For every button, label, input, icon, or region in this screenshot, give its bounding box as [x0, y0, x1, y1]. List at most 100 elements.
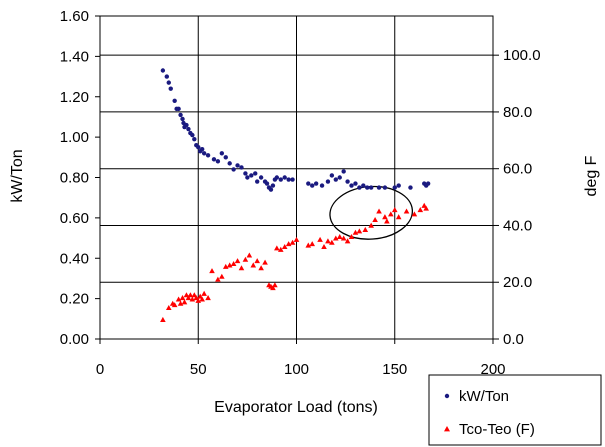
data-point-kw-ton [245, 175, 250, 180]
data-point-tco-teo [258, 265, 264, 271]
data-point-tco-teo [384, 218, 390, 224]
series-markers [160, 68, 431, 322]
highlight-ellipse [329, 185, 414, 240]
data-point-tco-teo [333, 235, 339, 241]
data-point-kw-ton [239, 165, 244, 170]
legend-marker-circle [444, 393, 450, 399]
data-point-kw-ton [268, 187, 274, 192]
data-point-kw-ton [190, 132, 195, 138]
y-tick-label: 0.80 [60, 170, 89, 187]
data-point-kw-ton [205, 153, 211, 158]
data-point-tco-teo [193, 295, 200, 301]
x-tick-label: 50 [190, 361, 207, 378]
legend-box [428, 374, 602, 446]
y2-tick-label: 20.0 [503, 274, 532, 291]
data-point-kw-ton [180, 116, 185, 122]
data-point-kw-ton [199, 147, 205, 152]
data-point-kw-ton [365, 185, 370, 190]
series-0 [160, 68, 431, 192]
y-tick-label: 1.60 [60, 8, 89, 25]
y2-tick-label: 0.0 [503, 331, 524, 348]
legend: kW/Ton Tco-Teo (F) [428, 374, 602, 446]
data-point-tco-teo [197, 293, 204, 299]
data-point-tco-teo [277, 246, 284, 252]
data-point-tco-teo [254, 258, 260, 264]
y-tick-label: 0.40 [60, 250, 89, 267]
data-point-tco-teo [262, 259, 268, 265]
data-point-tco-teo [209, 268, 215, 274]
data-point-kw-ton [290, 177, 295, 182]
data-point-kw-ton [176, 106, 181, 112]
data-point-kw-ton [319, 183, 325, 188]
legend-label-tco-teo: Tco-Teo (F) [459, 421, 535, 438]
data-point-tco-teo [201, 290, 207, 296]
data-point-kw-ton [231, 167, 236, 172]
data-point-kw-ton [264, 181, 270, 186]
data-point-kw-ton [325, 179, 331, 184]
annotations [329, 185, 414, 240]
data-point-kw-ton [160, 68, 166, 73]
data-point-tco-teo [309, 241, 316, 247]
data-point-tco-teo [185, 295, 192, 301]
data-point-kw-ton [166, 80, 171, 85]
data-point-tco-teo [238, 265, 245, 271]
data-point-tco-teo [222, 263, 229, 269]
data-point-tco-teo [421, 202, 428, 208]
data-point-kw-ton [186, 126, 191, 132]
data-point-tco-teo [417, 207, 424, 213]
data-point-tco-teo [317, 236, 323, 242]
data-point-kw-ton [168, 86, 173, 91]
data-point-tco-teo [376, 208, 382, 214]
data-point-kw-ton [215, 159, 221, 164]
data-point-tco-teo [293, 236, 300, 242]
data-point-tco-teo [285, 241, 292, 247]
data-point-tco-teo [171, 302, 178, 308]
data-point-tco-teo [336, 234, 343, 240]
series-1 [160, 202, 429, 322]
y-axis-title: kW/Ton [9, 149, 26, 202]
data-point-tco-teo [219, 273, 225, 279]
data-point-tco-teo [191, 292, 198, 298]
legend-marker-tco-teo [444, 426, 450, 432]
data-point-tco-teo [205, 295, 211, 301]
y-tick-label: 0.00 [60, 331, 89, 348]
data-point-kw-ton [349, 183, 354, 188]
data-point-tco-teo [199, 296, 205, 302]
data-point-tco-teo [305, 242, 312, 248]
data-point-tco-teo [348, 234, 355, 240]
data-point-kw-ton [310, 183, 315, 188]
data-point-tco-teo [281, 243, 288, 249]
data-point-kw-ton [392, 185, 397, 190]
data-point-kw-ton [357, 185, 362, 190]
data-point-kw-ton [243, 171, 248, 176]
data-point-kw-ton [286, 177, 291, 182]
data-point-tco-teo [270, 285, 276, 291]
data-point-kw-ton [270, 183, 276, 188]
data-point-kw-ton [196, 145, 201, 150]
data-point-kw-ton [219, 151, 225, 156]
data-point-tco-teo [187, 292, 194, 298]
data-point-kw-ton [329, 173, 335, 178]
data-point-kw-ton [353, 181, 358, 186]
data-point-kw-ton [227, 161, 232, 166]
data-point-kw-ton [368, 185, 374, 190]
data-point-tco-teo [362, 226, 369, 232]
y-tick-label: 1.40 [60, 48, 89, 65]
data-point-kw-ton [345, 179, 350, 184]
data-point-tco-teo [329, 239, 335, 245]
x-tick-label: 200 [480, 361, 505, 378]
data-point-tco-teo [372, 216, 378, 223]
legend-marker-kw-ton [444, 393, 450, 399]
data-point-tco-teo [395, 214, 402, 220]
data-point-tco-teo [411, 211, 418, 217]
y-tick-label: 1.00 [60, 129, 89, 146]
data-point-kw-ton [376, 185, 382, 190]
data-point-kw-ton [396, 183, 401, 188]
data-point-kw-ton [306, 181, 311, 186]
data-point-tco-teo [215, 276, 221, 282]
data-point-tco-teo [388, 211, 394, 217]
data-point-kw-ton [337, 175, 342, 180]
x-tick-label: 0 [96, 361, 104, 378]
data-point-tco-teo [230, 260, 237, 267]
